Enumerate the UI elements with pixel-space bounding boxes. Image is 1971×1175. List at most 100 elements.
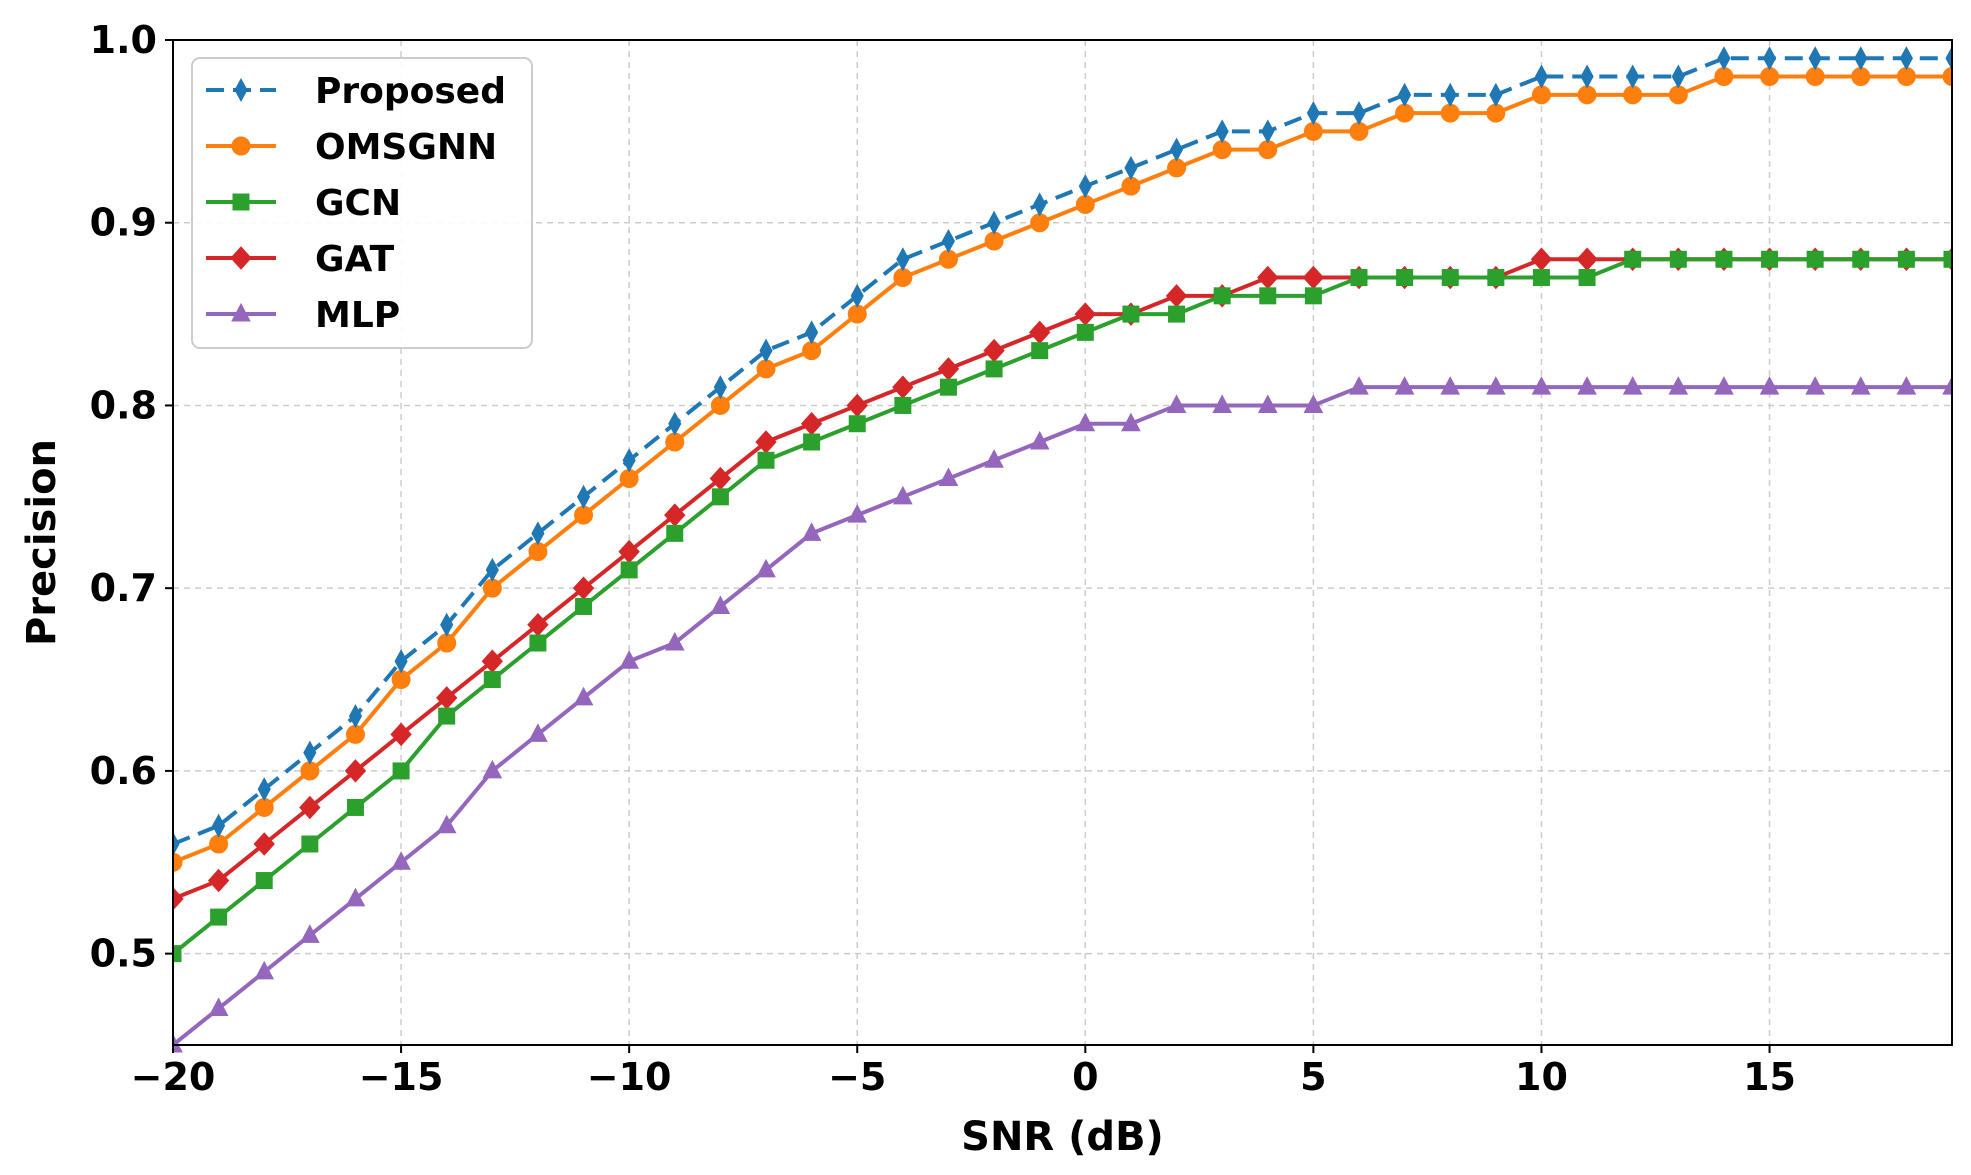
data-point — [1075, 412, 1096, 432]
data-point — [1440, 376, 1461, 395]
data-point — [1350, 269, 1368, 287]
data-point — [253, 832, 275, 856]
x-tick-label: 15 — [1743, 1055, 1796, 1099]
data-point — [1076, 323, 1094, 341]
data-point — [1441, 269, 1459, 287]
data-point — [392, 762, 410, 780]
series-proposed — [173, 46, 1952, 857]
legend: Proposed OMSGNN GCN GAT MLP — [191, 57, 533, 349]
data-point — [1578, 269, 1596, 287]
data-point — [173, 887, 184, 911]
data-point — [1486, 376, 1506, 395]
data-point — [1897, 250, 1915, 268]
data-point — [1029, 320, 1051, 345]
data-point — [1854, 46, 1868, 71]
data-point — [576, 484, 591, 509]
data-point — [759, 338, 773, 363]
data-point — [1714, 376, 1734, 395]
legend-marker — [231, 136, 251, 156]
data-point — [1717, 46, 1731, 71]
data-point — [1257, 394, 1278, 413]
y-tick-label: 0.5 — [90, 932, 157, 976]
data-point — [711, 488, 729, 506]
series-mlp — [173, 376, 1952, 1053]
data-point — [391, 851, 411, 870]
data-point — [1489, 82, 1503, 107]
data-point — [1852, 250, 1870, 268]
y-tick-label: 0.8 — [90, 383, 157, 427]
y-tick-label: 0.9 — [90, 201, 157, 245]
data-point — [438, 707, 456, 725]
data-point — [1168, 305, 1186, 323]
series-layer — [173, 46, 1952, 1053]
data-point — [800, 411, 823, 436]
data-point — [892, 375, 914, 399]
data-point — [573, 686, 594, 706]
series-line — [173, 385, 1952, 1047]
data-point — [212, 813, 226, 838]
data-point — [622, 448, 636, 473]
data-point — [1304, 287, 1322, 305]
data-point — [984, 449, 1004, 468]
data-point — [390, 722, 412, 747]
data-point — [303, 740, 317, 765]
data-point — [1532, 269, 1550, 287]
data-point — [1302, 265, 1325, 290]
data-point — [1306, 101, 1320, 126]
data-point — [1078, 174, 1092, 199]
data-point — [1805, 376, 1825, 395]
plot-frame — [172, 39, 1953, 1046]
data-point — [208, 997, 229, 1016]
x-tick-label: −20 — [131, 1055, 216, 1099]
data-point — [1530, 247, 1553, 272]
data-point — [1626, 64, 1640, 89]
data-point — [1261, 119, 1275, 144]
data-point — [1215, 119, 1229, 144]
data-point — [482, 759, 503, 779]
data-point — [173, 852, 183, 872]
data-point — [531, 521, 545, 546]
data-point — [1808, 46, 1822, 71]
data-point — [344, 759, 367, 783]
data-point — [620, 561, 638, 579]
x-tick-label: −10 — [587, 1055, 672, 1099]
data-point — [1166, 394, 1187, 413]
data-point — [1031, 342, 1049, 360]
data-point — [1033, 192, 1047, 217]
data-point — [1942, 376, 1952, 395]
data-point — [1622, 376, 1643, 395]
data-point — [1121, 412, 1141, 432]
data-point — [619, 650, 639, 669]
data-point — [346, 798, 364, 816]
x-axis-label: SNR (dB) — [961, 1114, 1164, 1160]
data-point — [1850, 376, 1871, 395]
data-point — [207, 868, 230, 893]
data-point — [666, 524, 684, 542]
data-point — [1398, 82, 1412, 107]
data-point — [173, 1033, 183, 1053]
data-point — [1945, 46, 1952, 71]
data-point — [896, 247, 910, 272]
data-point — [1352, 101, 1366, 126]
data-point — [1349, 376, 1369, 395]
data-point — [850, 283, 864, 308]
data-point — [255, 872, 273, 890]
data-point — [485, 557, 499, 582]
data-point — [1896, 376, 1917, 395]
data-point — [348, 704, 363, 729]
y-tick-label: 1.0 — [90, 18, 157, 62]
data-point — [1259, 287, 1277, 305]
data-point — [440, 612, 454, 637]
series-line — [173, 257, 1952, 901]
series-line — [173, 56, 1952, 846]
data-point — [257, 777, 271, 802]
data-point — [757, 451, 775, 469]
data-point — [529, 634, 547, 652]
data-point — [1169, 137, 1184, 162]
data-point — [300, 924, 320, 943]
data-point — [1074, 302, 1096, 326]
data-point — [575, 597, 593, 615]
data-point — [939, 378, 957, 396]
data-point — [848, 415, 866, 433]
